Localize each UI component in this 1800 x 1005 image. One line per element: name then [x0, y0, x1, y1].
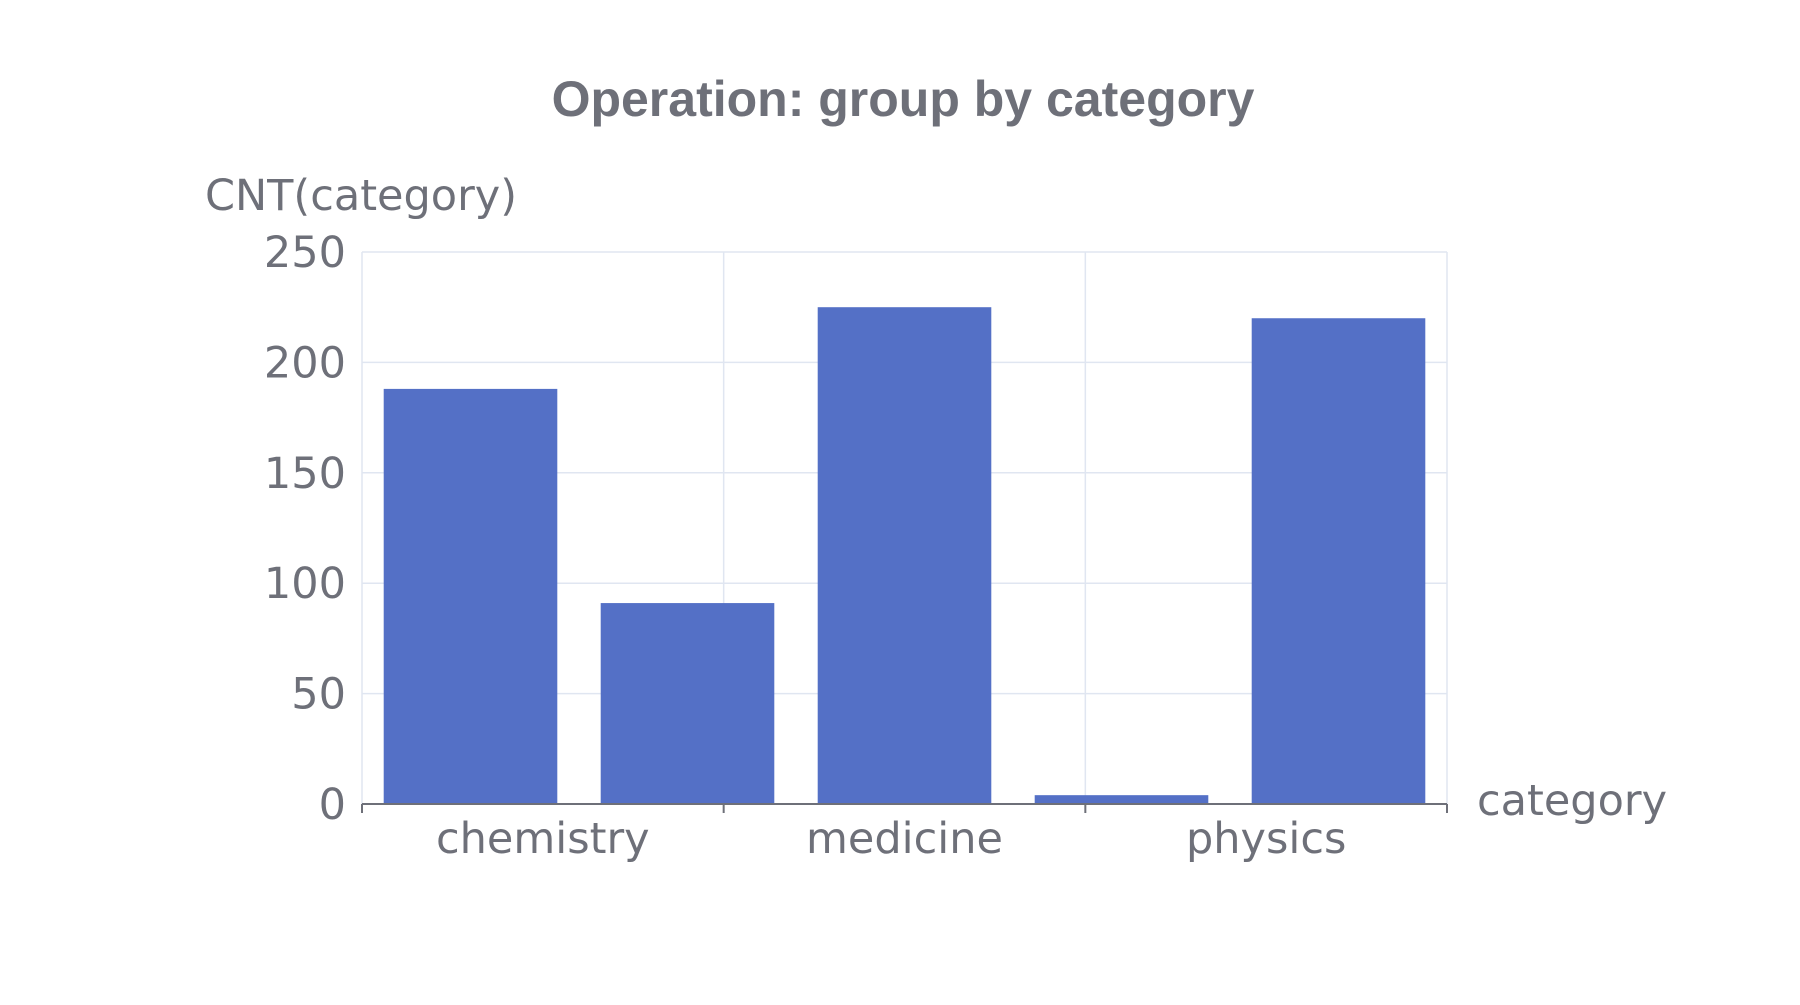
- bar[interactable]: [1251, 318, 1426, 804]
- y-tick-label: 200: [264, 338, 346, 388]
- y-axis-label: CNT(category): [205, 171, 517, 221]
- y-tick-label: 50: [291, 670, 346, 720]
- y-tick-label: 150: [264, 449, 346, 499]
- chart-title: Operation: group by category: [552, 71, 1255, 127]
- y-tick-label: 100: [264, 559, 346, 609]
- x-tick-label: chemistry: [436, 814, 650, 864]
- x-tick-label: medicine: [806, 814, 1003, 864]
- y-tick-label: 250: [264, 228, 346, 278]
- bar[interactable]: [600, 603, 775, 804]
- x-axis: [361, 803, 1448, 813]
- y-axis-ticks: 0 50 100 150 200 250: [264, 228, 346, 830]
- bar[interactable]: [383, 388, 558, 804]
- bar[interactable]: [1034, 795, 1209, 804]
- bar[interactable]: [817, 307, 992, 804]
- x-axis-ticks: chemistry medicine physics: [436, 814, 1346, 864]
- x-tick-label: physics: [1186, 814, 1346, 864]
- x-axis-label: category: [1477, 776, 1667, 826]
- bars: [383, 307, 1426, 804]
- y-tick-label: 0: [319, 780, 346, 830]
